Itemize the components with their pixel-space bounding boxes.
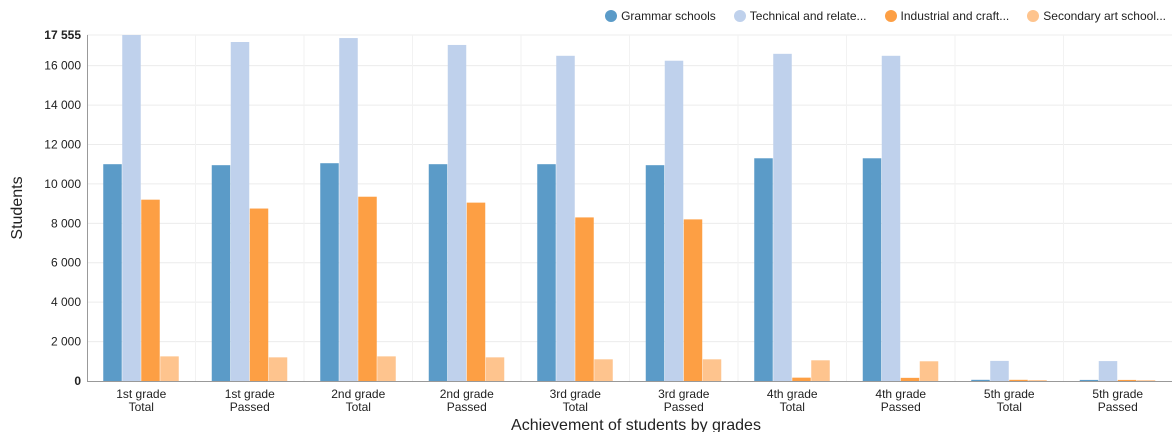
x-tick-label: 5th grade Passed <box>1092 387 1143 414</box>
legend-label: Grammar schools <box>621 9 716 23</box>
bar-2-1[interactable] <box>122 35 141 381</box>
bar-2-8[interactable] <box>881 55 901 381</box>
x-tick-label: 2nd grade Passed <box>440 387 494 414</box>
y-tick-label: 0 <box>74 374 81 388</box>
bar-4-4[interactable] <box>485 357 505 381</box>
legend-item-2[interactable]: Technical and relate... <box>733 9 867 23</box>
x-tick-label: 1st grade Passed <box>225 387 275 414</box>
legend-item-1[interactable]: Grammar schools <box>605 9 716 23</box>
bars <box>103 35 1156 382</box>
bar-3-2[interactable] <box>249 208 269 381</box>
bar-2-3[interactable] <box>339 38 358 382</box>
bar-1-3[interactable] <box>320 163 339 381</box>
y-tick-label: 8 000 <box>51 216 81 230</box>
bar-3-6[interactable] <box>683 219 703 381</box>
x-axis-ticks: 1st grade Total 1st grade Passed 2nd grade To… <box>116 387 1143 414</box>
bar-3-1[interactable] <box>141 199 160 381</box>
bar-4-9[interactable] <box>1028 380 1047 381</box>
y-tick-label: 4 000 <box>51 295 81 309</box>
x-tick-label: 3rd grade Passed <box>658 387 710 414</box>
bar-4-8[interactable] <box>919 361 939 381</box>
bar-1-6[interactable] <box>645 165 665 381</box>
legend-swatch <box>733 10 746 22</box>
bar-4-2[interactable] <box>268 357 288 381</box>
legend-swatch <box>605 10 618 22</box>
bar-1-2[interactable] <box>211 165 231 381</box>
bar-2-5[interactable] <box>556 55 575 381</box>
bar-4-7[interactable] <box>811 360 830 381</box>
bar-4-3[interactable] <box>377 356 396 381</box>
bar-1-10[interactable] <box>1079 379 1099 381</box>
x-tick-label: 3rd grade Total <box>550 387 602 414</box>
x-tick-label: 4th grade Passed <box>875 387 926 414</box>
bar-3-7[interactable] <box>792 377 811 381</box>
bar-3-5[interactable] <box>575 217 594 381</box>
x-tick-label: 5th grade Total <box>984 387 1035 414</box>
y-tick-label: 2 000 <box>51 335 81 349</box>
bar-2-4[interactable] <box>447 44 467 382</box>
bar-4-5[interactable] <box>594 359 613 381</box>
bar-3-9[interactable] <box>1009 379 1028 381</box>
y-tick-label: 6 000 <box>51 256 81 270</box>
legend-label: Industrial and craft... <box>900 9 1010 23</box>
bar-1-4[interactable] <box>428 164 448 381</box>
bar-3-10[interactable] <box>1117 379 1137 381</box>
y-axis-ticks: 0 2 000 4 000 6 000 8 000 10 000 12 000 14 000 1… <box>44 28 81 388</box>
bar-4-1[interactable] <box>160 356 179 381</box>
bar-3-3[interactable] <box>358 196 377 381</box>
bar-1-8[interactable] <box>862 158 882 381</box>
bar-4-6[interactable] <box>702 359 722 381</box>
legend-item-4[interactable]: Secondary art school... <box>1027 9 1166 23</box>
bar-3-4[interactable] <box>466 202 486 381</box>
bar-1-7[interactable] <box>754 158 773 381</box>
bar-2-6[interactable] <box>664 60 684 381</box>
y-tick-label: 14 000 <box>44 98 81 112</box>
legend-label: Secondary art school... <box>1043 9 1166 23</box>
bar-1-5[interactable] <box>537 164 556 381</box>
legend-swatch <box>884 10 897 22</box>
bar-4-10[interactable] <box>1136 380 1156 381</box>
y-tick-label: 17 555 <box>44 28 81 42</box>
bar-3-8[interactable] <box>900 377 920 381</box>
x-tick-label: 2nd grade Total <box>331 387 385 414</box>
bar-1-9[interactable] <box>971 379 990 381</box>
legend-label: Technical and relate... <box>749 9 867 23</box>
bar-2-9[interactable] <box>990 360 1009 381</box>
x-axis-title: Achievement of students by grades <box>511 417 761 432</box>
y-tick-label: 10 000 <box>44 177 81 191</box>
bar-2-7[interactable] <box>773 53 792 381</box>
y-tick-label: 16 000 <box>44 59 81 73</box>
y-tick-label: 12 000 <box>44 137 81 151</box>
x-tick-label: 4th grade Total <box>767 387 818 414</box>
legend-swatch <box>1027 10 1040 22</box>
bar-2-2[interactable] <box>230 41 250 382</box>
x-tick-label: 1st grade Total <box>116 387 166 414</box>
legend: Grammar schools Technical and relate... In… <box>605 9 1166 23</box>
legend-item-3[interactable]: Industrial and craft... <box>884 9 1010 23</box>
bar-1-1[interactable] <box>103 164 122 381</box>
bar-2-10[interactable] <box>1098 361 1118 381</box>
y-axis-title: Students <box>9 176 26 239</box>
